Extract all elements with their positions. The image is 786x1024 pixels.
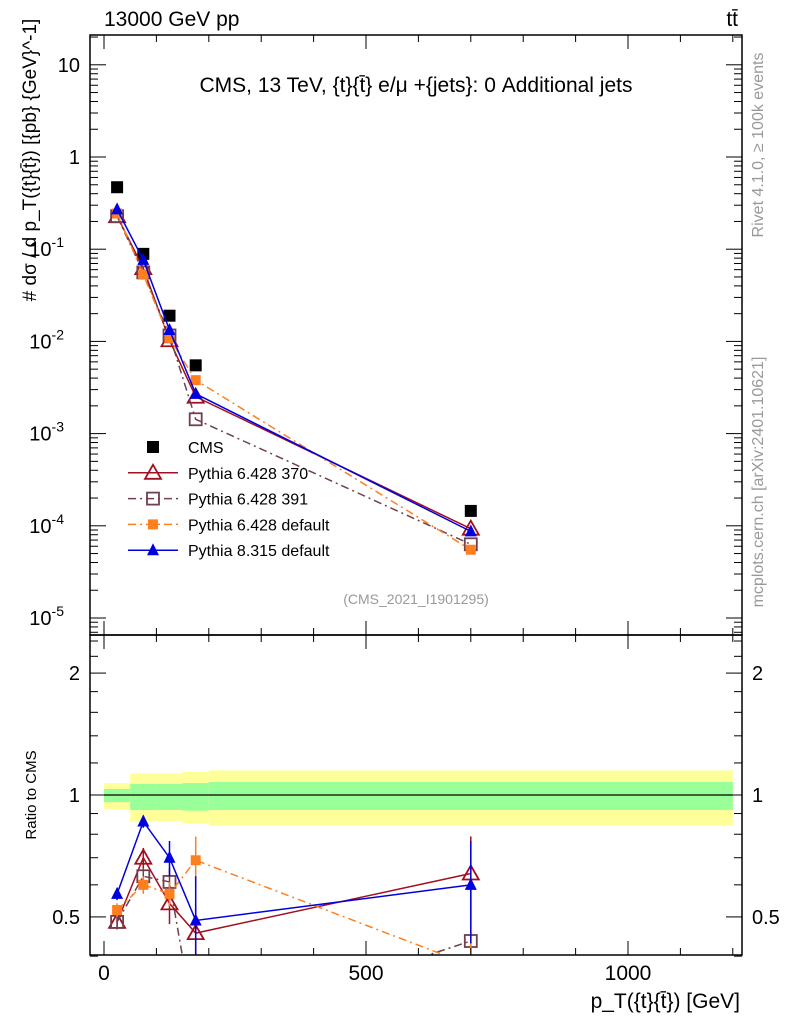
data-point-cms: [189, 359, 202, 372]
legend-marker-pythia-6-428-391: [146, 491, 160, 506]
series-line-pythia-6-428-default: [116, 859, 447, 955]
y-tick-label: 1: [69, 147, 80, 169]
ratio-y-axis-label: Ratio to CMS: [23, 750, 40, 839]
data-point-pythia-8-315-default: [189, 913, 202, 926]
y-tick-label: 10-4: [29, 511, 64, 538]
legend-label-cms: CMS: [188, 440, 224, 457]
y-tick-label: 10-5: [29, 603, 64, 630]
green-band-bin: [208, 781, 733, 811]
data-point-pythia-6-428-default: [465, 544, 476, 555]
data-point-pythia-6-428-391: [188, 412, 203, 427]
y-tick-label: 10-3: [29, 419, 64, 446]
ratio-y-tick-label-right: 2: [752, 663, 763, 685]
series-line-pythia-8-315-default: [116, 209, 472, 533]
y-tick-exponent: -1: [52, 234, 65, 250]
header-left: 13000 GeV pp: [104, 8, 239, 31]
legend-marker-cms: [147, 441, 159, 453]
data-point-cms: [163, 309, 176, 322]
data-point-pythia-8-315-default: [111, 886, 124, 899]
data-point-pythia-8-315-default: [163, 322, 176, 335]
data-point-pythia-6-428-default: [164, 888, 175, 899]
ratio-y-tick-label: 2: [69, 663, 80, 685]
data-point-pythia-6-428-default: [138, 269, 149, 280]
mcplots-label: mcplots.cern.ch [arXiv:2401.10621]: [750, 357, 767, 608]
data-point-pythia-8-315-default: [137, 814, 150, 827]
ratio-y-tick-label: 1: [69, 785, 80, 807]
legend-marker-pythia-6-428-default: [148, 519, 158, 530]
y-tick-label: 10: [58, 55, 80, 77]
data-point-cms: [111, 181, 124, 194]
data-point-pythia-6-428-default: [112, 905, 123, 916]
chart-title: CMS, 13 TeV, {t}{t̄} e/μ +{jets}: 0 Addi…: [200, 74, 633, 97]
legend-label-pythia-6-428-default: Pythia 6.428 default: [188, 517, 330, 534]
legend-label-pythia-8-315-default: Pythia 8.315 default: [188, 543, 330, 560]
x-axis-label: p_T({t}{t̄}) [GeV]: [591, 990, 740, 1013]
data-point-pythia-8-315-default: [111, 202, 124, 215]
green-band-bin: [130, 783, 157, 811]
y-axis-label: # dσ / d p_T({t}{t̄}) [{pb} {GeV}^-1]: [20, 19, 41, 302]
analysis-annotation: (CMS_2021_I1901295): [343, 591, 489, 607]
legend-marker-pythia-8-315-default: [147, 543, 159, 556]
data-point-pythia-6-428-default: [138, 879, 149, 890]
data-point-pythia-8-315-default: [464, 877, 477, 890]
data-point-pythia-8-315-default: [137, 252, 150, 265]
y-tick-exponent: -4: [52, 511, 65, 527]
x-tick-label: 0: [98, 962, 110, 985]
rivet-label: Rivet 4.1.0, ≥ 100k events: [750, 53, 767, 238]
data-point-cms: [464, 504, 477, 517]
data-point-pythia-6-428-370: [133, 847, 153, 865]
ratio-y-tick-label-right: 1: [752, 785, 763, 807]
ratio-y-tick-label: 0.5: [52, 907, 80, 929]
legend-marker-pythia-6-428-370: [143, 462, 163, 480]
data-point-pythia-6-428-370: [159, 893, 180, 911]
data-point-pythia-6-428-default: [164, 333, 175, 344]
data-point-pythia-8-315-default: [464, 524, 477, 537]
y-tick-exponent: -2: [52, 326, 65, 342]
ratio-y-tick-label-right: 0.5: [752, 907, 780, 929]
y-tick-label: 10-2: [29, 326, 64, 353]
header-right: tt̄: [726, 8, 738, 31]
x-tick-label: 1000: [605, 962, 652, 985]
data-point-pythia-8-315-default: [189, 386, 202, 399]
y-tick-exponent: -3: [52, 419, 65, 435]
data-point-pythia-8-315-default: [163, 850, 176, 863]
legend-label-pythia-6-428-391: Pythia 6.428 391: [188, 492, 308, 509]
data-point-pythia-6-428-default: [190, 855, 201, 866]
green-band-bin: [156, 783, 183, 811]
ratio-series-group: [107, 814, 481, 955]
legend-label-pythia-6-428-370: Pythia 6.428 370: [188, 466, 308, 483]
data-point-pythia-6-428-default: [190, 375, 201, 386]
series-line-pythia-6-428-default: [116, 213, 472, 551]
x-tick-label: 500: [348, 962, 383, 985]
y-tick-exponent: -5: [52, 603, 65, 619]
green-band-bin: [182, 783, 209, 811]
